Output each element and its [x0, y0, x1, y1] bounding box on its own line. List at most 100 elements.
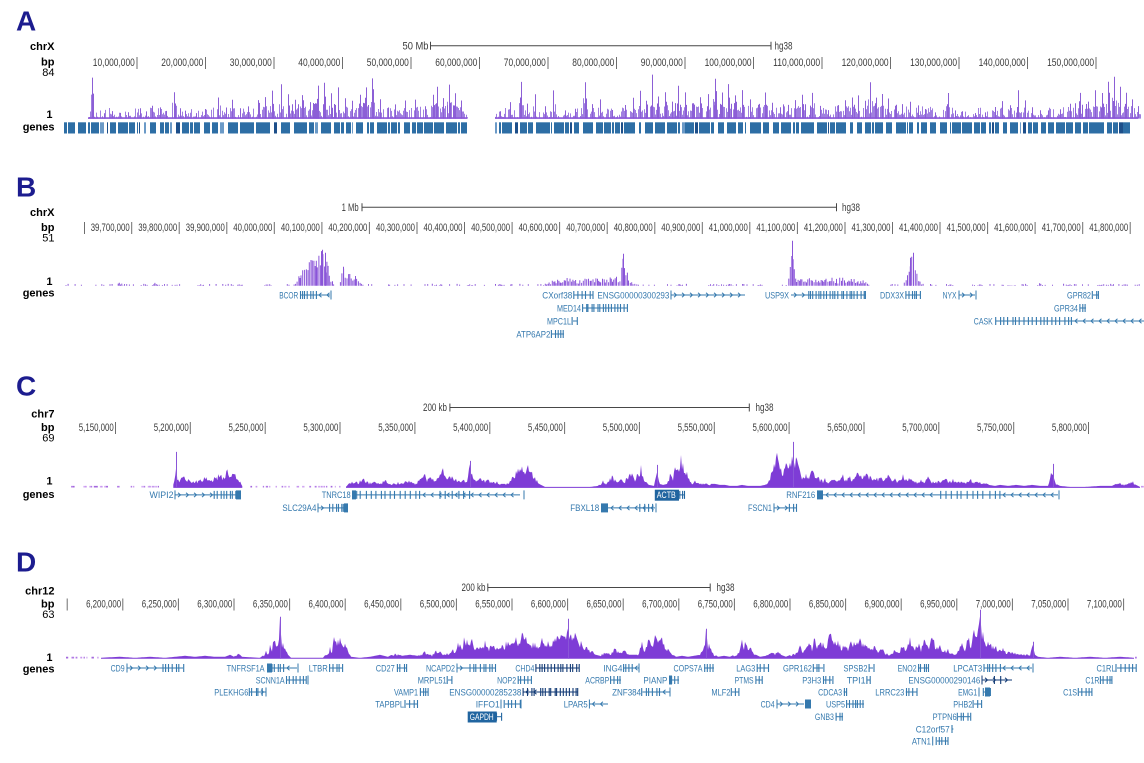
svg-text:LAG3: LAG3 — [736, 663, 755, 673]
svg-text:6,400,000: 6,400,000 — [309, 599, 344, 611]
svg-text:7,050,000: 7,050,000 — [1031, 599, 1066, 611]
svg-text:40,200,000: 40,200,000 — [328, 222, 367, 234]
svg-text:41,800,000: 41,800,000 — [1089, 222, 1128, 234]
svg-text:39,700,000: 39,700,000 — [91, 222, 130, 234]
svg-text:C: C — [16, 371, 36, 402]
svg-text:WIPI2: WIPI2 — [150, 490, 174, 500]
svg-text:5,450,000: 5,450,000 — [528, 422, 563, 434]
svg-text:TNRC18: TNRC18 — [322, 490, 351, 500]
svg-text:63: 63 — [42, 609, 54, 621]
svg-text:chrX: chrX — [30, 207, 55, 219]
svg-text:6,800,000: 6,800,000 — [753, 599, 788, 611]
svg-text:SLC29A4: SLC29A4 — [282, 503, 316, 513]
svg-text:ENSG00000300293: ENSG00000300293 — [597, 290, 669, 300]
svg-text:MPC1L: MPC1L — [547, 316, 571, 326]
svg-text:40,400,000: 40,400,000 — [424, 222, 463, 234]
svg-text:P3H3: P3H3 — [802, 675, 821, 685]
svg-text:6,550,000: 6,550,000 — [475, 599, 510, 611]
svg-text:40,900,000: 40,900,000 — [661, 222, 700, 234]
svg-text:ZNF384: ZNF384 — [612, 687, 641, 697]
svg-text:5,150,000: 5,150,000 — [79, 422, 114, 434]
svg-text:5,400,000: 5,400,000 — [453, 422, 488, 434]
svg-text:CXorf38: CXorf38 — [542, 290, 572, 300]
svg-text:PTPN6: PTPN6 — [933, 712, 957, 722]
svg-text:C1RL: C1RL — [1097, 663, 1116, 673]
svg-text:MED14: MED14 — [557, 303, 581, 313]
svg-text:40,700,000: 40,700,000 — [566, 222, 605, 234]
svg-text:USP9X: USP9X — [765, 290, 789, 300]
svg-text:CHD4: CHD4 — [515, 663, 534, 673]
svg-text:hg38: hg38 — [775, 40, 793, 52]
svg-text:70,000,000: 70,000,000 — [504, 57, 546, 69]
svg-text:CDCA3: CDCA3 — [818, 687, 842, 697]
svg-text:5,600,000: 5,600,000 — [753, 422, 788, 434]
svg-text:NYX: NYX — [943, 290, 957, 300]
svg-text:GPR82: GPR82 — [1067, 290, 1091, 300]
svg-text:69: 69 — [42, 433, 54, 445]
svg-text:FBXL18: FBXL18 — [570, 503, 599, 513]
svg-text:5,750,000: 5,750,000 — [977, 422, 1012, 434]
svg-text:PHB2: PHB2 — [953, 699, 972, 709]
svg-text:RNF216: RNF216 — [786, 490, 815, 500]
svg-text:GAPDH: GAPDH — [470, 712, 494, 722]
svg-text:41,600,000: 41,600,000 — [994, 222, 1033, 234]
svg-text:C12orf57: C12orf57 — [916, 724, 950, 734]
svg-text:100,000,000: 100,000,000 — [705, 57, 752, 69]
svg-text:40,000,000: 40,000,000 — [233, 222, 272, 234]
svg-text:NOP2: NOP2 — [497, 675, 516, 685]
svg-text:39,900,000: 39,900,000 — [186, 222, 225, 234]
svg-text:ENO2: ENO2 — [898, 663, 917, 673]
svg-text:20,000,000: 20,000,000 — [161, 57, 203, 69]
svg-text:6,900,000: 6,900,000 — [865, 599, 900, 611]
svg-text:D: D — [16, 547, 36, 578]
svg-text:1: 1 — [46, 652, 52, 664]
svg-text:80,000,000: 80,000,000 — [572, 57, 614, 69]
svg-text:ACTB: ACTB — [657, 490, 676, 500]
svg-text:GNB3: GNB3 — [815, 712, 834, 722]
svg-text:60,000,000: 60,000,000 — [435, 57, 477, 69]
svg-text:5,350,000: 5,350,000 — [378, 422, 413, 434]
svg-text:7,000,000: 7,000,000 — [976, 599, 1011, 611]
svg-text:40,500,000: 40,500,000 — [471, 222, 510, 234]
svg-text:41,200,000: 41,200,000 — [804, 222, 843, 234]
svg-text:CASK: CASK — [974, 316, 993, 326]
svg-text:SPSB2: SPSB2 — [844, 663, 868, 673]
svg-text:1: 1 — [46, 476, 52, 488]
svg-text:bp: bp — [41, 57, 55, 69]
svg-text:C1S: C1S — [1063, 687, 1077, 697]
svg-text:TPI1: TPI1 — [847, 675, 866, 685]
svg-text:LRRC23: LRRC23 — [875, 687, 904, 697]
svg-text:6,200,000: 6,200,000 — [86, 599, 121, 611]
svg-text:51: 51 — [42, 233, 54, 245]
svg-text:genes: genes — [23, 489, 55, 501]
svg-text:6,250,000: 6,250,000 — [142, 599, 177, 611]
svg-text:5,250,000: 5,250,000 — [229, 422, 264, 434]
svg-text:A: A — [16, 6, 36, 37]
svg-text:1: 1 — [46, 276, 52, 288]
svg-text:LPCAT3: LPCAT3 — [953, 663, 982, 673]
svg-text:TAPBPL: TAPBPL — [375, 699, 404, 709]
svg-text:1: 1 — [46, 109, 52, 121]
svg-text:5,800,000: 5,800,000 — [1052, 422, 1087, 434]
svg-text:40,800,000: 40,800,000 — [614, 222, 653, 234]
svg-text:EMG1: EMG1 — [958, 687, 977, 697]
svg-text:PLEKHG6: PLEKHG6 — [214, 687, 248, 697]
svg-text:ENSG00000290146: ENSG00000290146 — [908, 675, 980, 685]
svg-text:6,750,000: 6,750,000 — [698, 599, 733, 611]
svg-text:10,000,000: 10,000,000 — [93, 57, 135, 69]
svg-text:41,500,000: 41,500,000 — [947, 222, 986, 234]
svg-text:6,700,000: 6,700,000 — [642, 599, 677, 611]
svg-text:DDX3X: DDX3X — [880, 290, 904, 300]
svg-text:40,100,000: 40,100,000 — [281, 222, 320, 234]
svg-text:40,000,000: 40,000,000 — [298, 57, 340, 69]
svg-text:41,100,000: 41,100,000 — [756, 222, 795, 234]
svg-text:genes: genes — [23, 288, 55, 300]
svg-text:VAMP1: VAMP1 — [394, 687, 418, 697]
svg-text:ATN1: ATN1 — [912, 736, 931, 746]
svg-text:40,600,000: 40,600,000 — [519, 222, 558, 234]
svg-text:5,300,000: 5,300,000 — [303, 422, 338, 434]
svg-text:6,600,000: 6,600,000 — [531, 599, 566, 611]
svg-text:50,000,000: 50,000,000 — [367, 57, 409, 69]
svg-text:IFFO1: IFFO1 — [476, 699, 500, 709]
svg-text:200 kb: 200 kb — [462, 582, 486, 594]
